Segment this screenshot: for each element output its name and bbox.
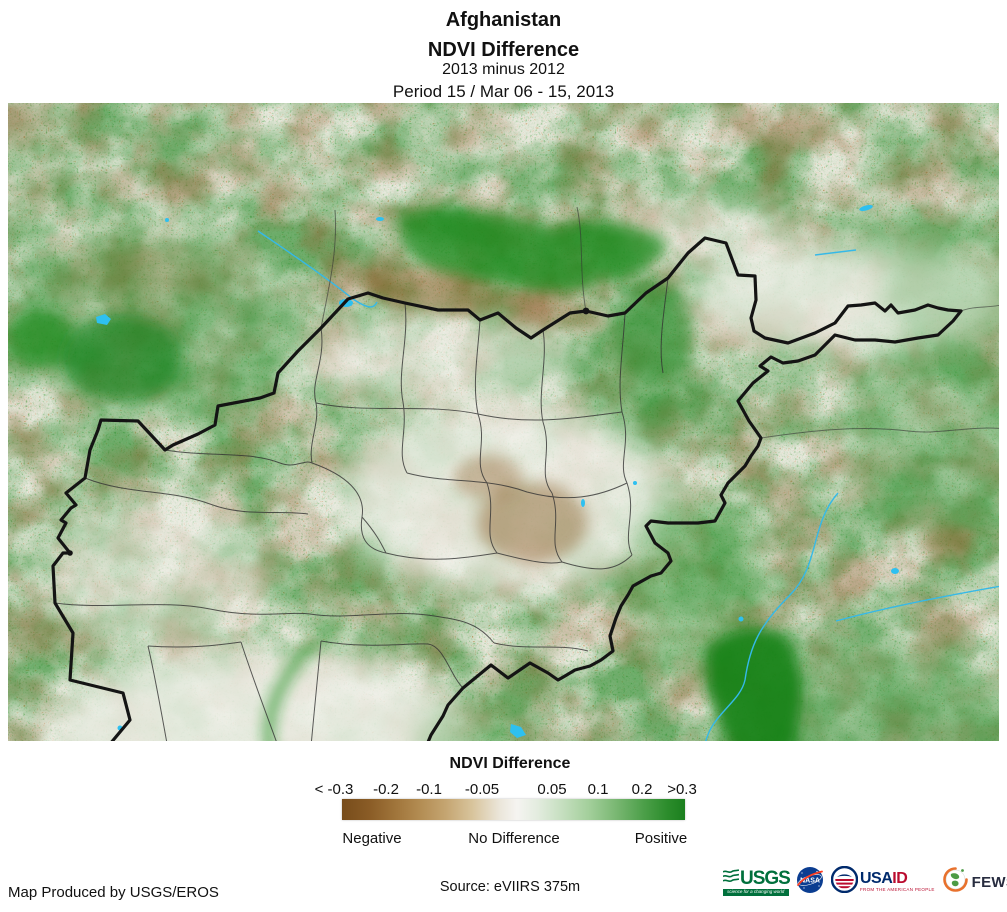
legend-label-negative: Negative — [342, 830, 402, 847]
legend-tick: 0.05 — [537, 781, 567, 798]
legend-label-neutral: No Difference — [468, 830, 560, 847]
title-product: NDVI Difference — [427, 39, 580, 61]
legend: NDVI Difference < -0.3 -0.2 -0.1 -0.05 0… — [300, 752, 720, 852]
legend-title: NDVI Difference — [449, 755, 571, 772]
negative-regions — [78, 243, 976, 563]
legend-tick: 0.1 — [587, 781, 609, 798]
data-source: Source: eVIIRS 375m — [439, 879, 581, 895]
external-borders — [320, 206, 999, 439]
nasa-logo: NASA — [796, 866, 824, 899]
legend-tick: >0.3 — [667, 781, 697, 798]
legend-tick: -0.1 — [416, 781, 442, 798]
usaid-logo: USAID FROM THE AMERICAN PEOPLE — [830, 865, 935, 898]
map-credit: Map Produced by USGS/EROS — [8, 884, 219, 901]
usaid-tagline: FROM THE AMERICAN PEOPLE — [860, 887, 935, 893]
title-country: Afghanistan — [445, 9, 562, 31]
logo-strip: USGS science for a changing world NASA — [722, 864, 1007, 900]
nasa-wordmark: NASA — [800, 877, 820, 884]
legend-label-positive: Positive — [634, 830, 688, 847]
usgs-logo: USGS science for a changing world — [722, 868, 791, 896]
legend-color-ramp — [342, 799, 685, 820]
usaid-wordmark-usa: USA — [860, 870, 893, 888]
fewsnet-globe-icon — [942, 866, 969, 898]
fewsnet-wordmark: FEWS NET — [971, 873, 1007, 891]
usaid-seal-icon — [830, 865, 859, 898]
legend-tick: -0.05 — [464, 781, 500, 798]
no-difference-regions — [48, 198, 999, 741]
ndvi-map-canvas — [8, 103, 999, 741]
ndvi-map — [8, 103, 999, 741]
usgs-wave-icon — [722, 869, 740, 888]
country-border — [51, 236, 963, 741]
positive-regions — [8, 207, 999, 741]
usgs-wordmark: USGS — [740, 868, 791, 889]
province-borders — [54, 277, 669, 741]
title-comparison: 2013 minus 2012 — [442, 61, 565, 78]
legend-tick: < -0.3 — [314, 781, 354, 798]
fewsnet-logo: FEWS NET — [942, 866, 1007, 898]
title-period: Period 15 / Mar 06 - 15, 2013 — [392, 82, 615, 101]
legend-tick: 0.2 — [631, 781, 653, 798]
rivers — [257, 230, 999, 741]
legend-tick: -0.2 — [373, 781, 399, 798]
usaid-wordmark-id: ID — [892, 870, 908, 888]
usgs-tagline: science for a changing world — [727, 889, 785, 895]
